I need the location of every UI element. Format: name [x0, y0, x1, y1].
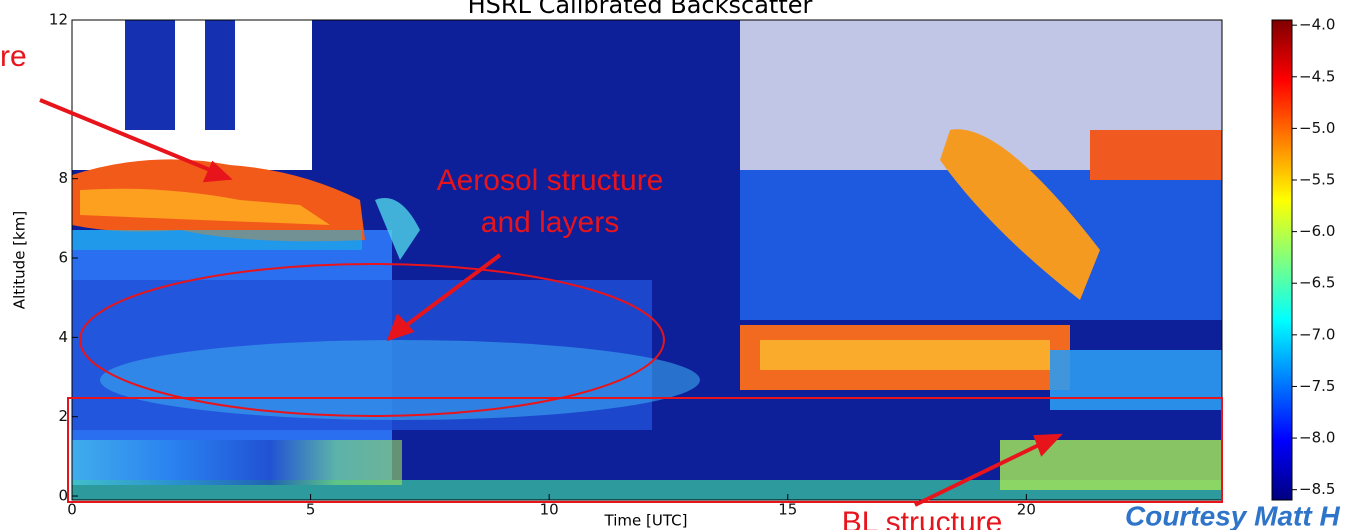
y-axis-label: Altitude [km]	[11, 211, 29, 309]
colorbar-tick-label: −7.0	[1299, 325, 1335, 343]
annotation: and layers	[481, 206, 619, 239]
y-tick-label: 8	[58, 169, 68, 187]
x-axis-label: Time [UTC]	[604, 512, 688, 530]
colorbar-tick-label: −7.5	[1299, 377, 1335, 395]
x-tick-label: 20	[1017, 501, 1036, 519]
y-tick-label: 6	[58, 249, 68, 267]
annotation: re	[0, 40, 27, 73]
chart-title: HSRL Calibrated Backscatter	[468, 0, 813, 19]
colorbar-tick-label: −6.5	[1299, 274, 1335, 292]
y-tick-label: 0	[58, 487, 68, 505]
colorbar-tick-label: −4.0	[1299, 16, 1335, 34]
annotation: Aerosol structure	[437, 164, 664, 197]
x-tick-label: 10	[540, 501, 559, 519]
chart: HSRL Calibrated Backscatter re Aerosol s…	[0, 0, 1366, 530]
credit: Courtesy Matt H	[1125, 500, 1340, 530]
page: {"chart_data": {"type": "heatmap", "titl…	[0, 0, 1366, 530]
x-tick-label: 5	[306, 501, 316, 519]
y-tick-label: 12	[49, 11, 68, 29]
annotation: BL structure	[842, 506, 1003, 530]
heatmap	[72, 20, 1222, 500]
y-tick-label: 2	[58, 407, 68, 425]
colorbar-tick-label: −8.0	[1299, 429, 1335, 447]
colorbar-tick-label: −5.0	[1299, 119, 1335, 137]
colorbar-tick-label: −4.5	[1299, 67, 1335, 85]
colorbar	[1272, 20, 1292, 500]
colorbar-tick-label: −5.5	[1299, 171, 1335, 189]
x-tick-label: 0	[67, 501, 77, 519]
x-tick-label: 15	[778, 501, 797, 519]
colorbar-tick-label: −8.5	[1299, 480, 1335, 498]
colorbar-tick-label: −6.0	[1299, 222, 1335, 240]
y-tick-label: 4	[58, 328, 68, 346]
